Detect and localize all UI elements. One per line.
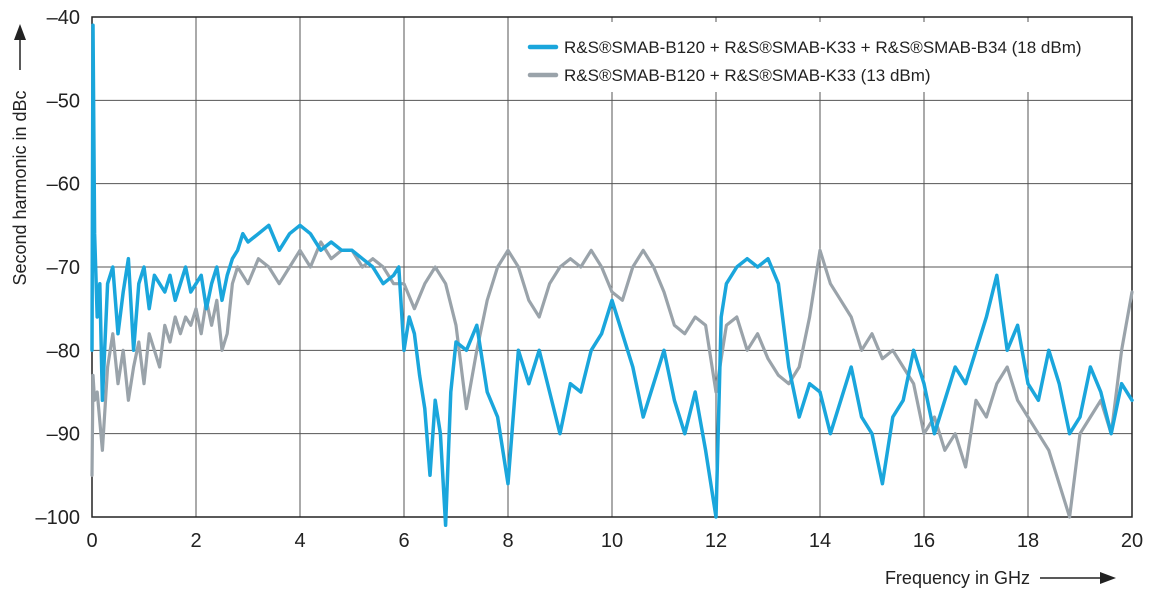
x-tick-labels: 0 2 4 6 8 10 12 14 16 18 20	[86, 530, 1143, 552]
x-tick-label: 4	[294, 530, 305, 552]
legend: R&S®SMAB-B120 + R&S®SMAB-K33 + R&S®SMAB-…	[518, 22, 1130, 92]
y-axis-title: Second harmonic in dBc	[10, 24, 30, 286]
x-axis-label: Frequency in GHz	[885, 568, 1030, 588]
y-tick-label: –40	[47, 7, 80, 29]
y-tick-labels: –40 –50 –60 –70 –80 –90 –100	[36, 7, 81, 529]
series-line-1	[90, 23, 1134, 528]
x-tick-label: 12	[705, 530, 727, 552]
legend-background	[518, 22, 1130, 92]
x-axis-title: Frequency in GHz	[885, 568, 1116, 588]
series-lines	[90, 23, 1134, 528]
x-tick-label: 16	[913, 530, 935, 552]
y-tick-label: –70	[47, 257, 80, 279]
x-tick-label: 10	[601, 530, 623, 552]
y-tick-label: –80	[47, 340, 80, 362]
y-tick-label: –60	[47, 174, 80, 196]
x-tick-label: 0	[86, 530, 97, 552]
y-axis-label: Second harmonic in dBc	[10, 90, 30, 285]
x-axis-arrow-head	[1100, 572, 1116, 584]
x-tick-label: 14	[809, 530, 831, 552]
legend-label-series-1: R&S®SMAB-B120 + R&S®SMAB-K33 + R&S®SMAB-…	[564, 38, 1082, 57]
x-tick-label: 20	[1121, 530, 1143, 552]
x-tick-label: 6	[398, 530, 409, 552]
y-tick-label: –100	[36, 507, 81, 529]
x-tick-label: 18	[1017, 530, 1039, 552]
y-tick-label: –50	[47, 90, 80, 112]
y-axis-arrow-head	[14, 24, 26, 40]
x-tick-label: 2	[190, 530, 201, 552]
legend-label-series-2: R&S®SMAB-B120 + R&S®SMAB-K33 (13 dBm)	[564, 66, 931, 85]
x-tick-label: 8	[502, 530, 513, 552]
y-tick-label: –90	[47, 424, 80, 446]
